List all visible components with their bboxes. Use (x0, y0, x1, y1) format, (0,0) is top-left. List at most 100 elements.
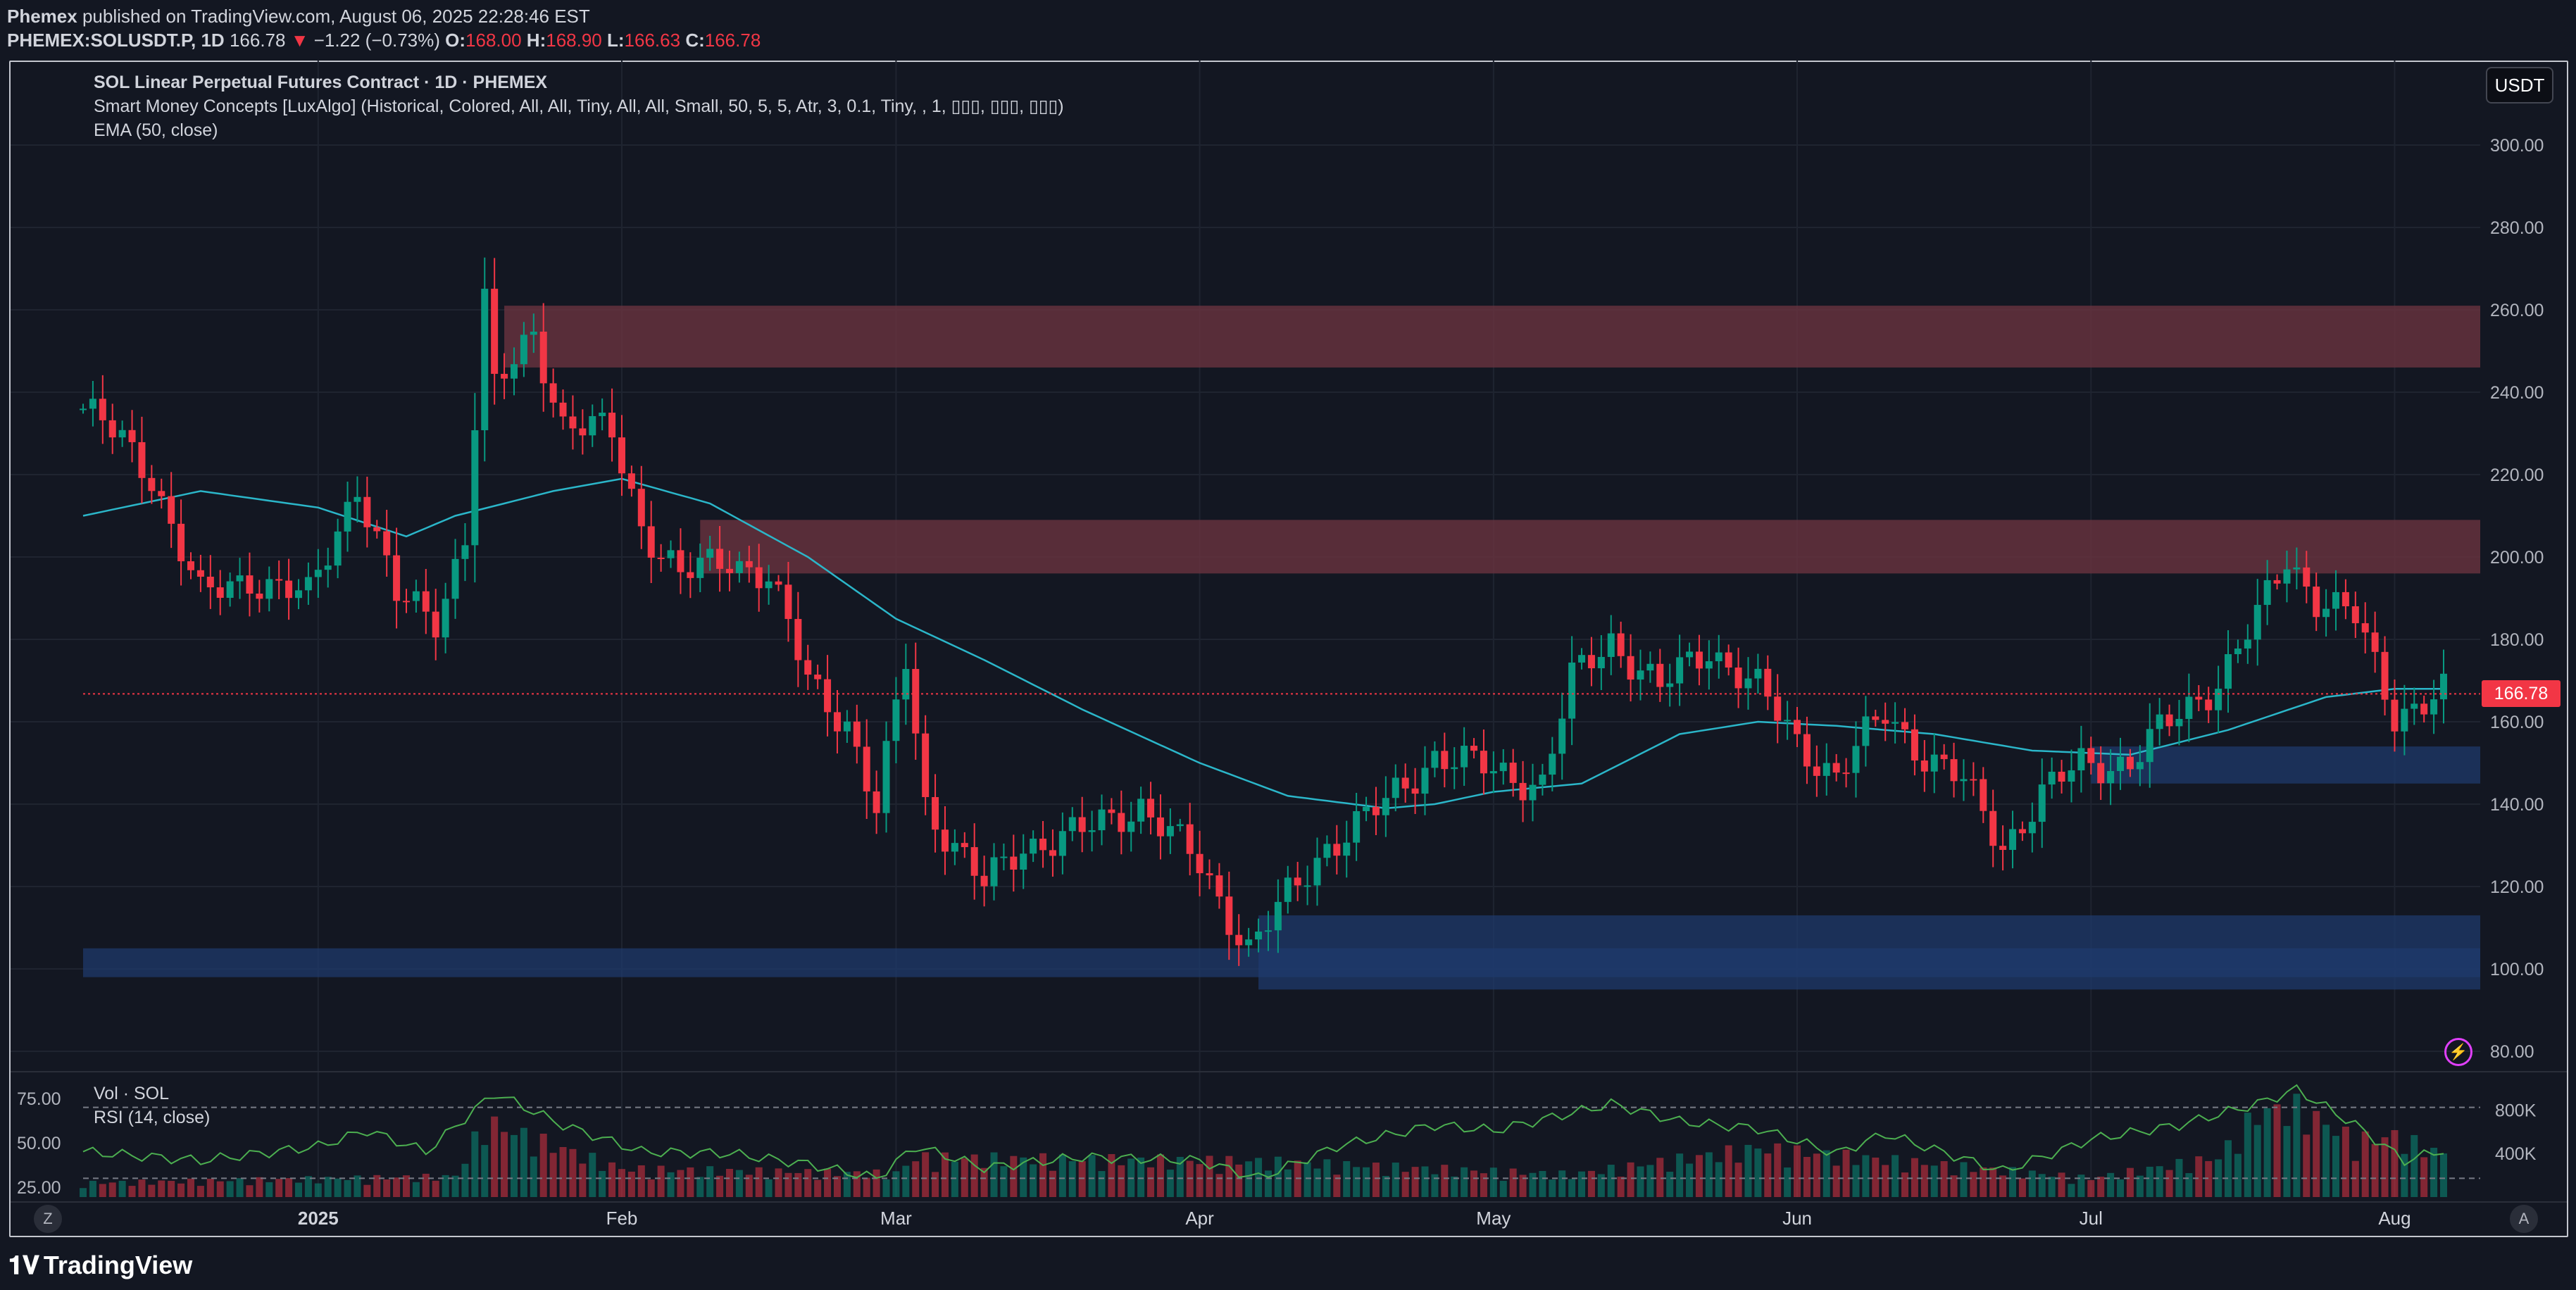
candle-body (2136, 762, 2144, 770)
lightning-icon[interactable]: ⚡ (2444, 1038, 2472, 1066)
y-tick-label: 200.00 (2490, 548, 2544, 568)
candle-body (1049, 850, 1056, 856)
y-tick-label: 300.00 (2490, 136, 2544, 156)
volume-bar (1382, 1176, 1389, 1197)
candle-body (265, 579, 273, 599)
volume-bar (1852, 1165, 1860, 1197)
close-label: C: (685, 30, 705, 51)
candle-body (363, 496, 371, 527)
candle-body (1333, 844, 1341, 856)
candle-body (1656, 663, 1664, 687)
candle-body (1980, 779, 1987, 811)
volume-bar (2097, 1177, 2105, 1197)
candle-body (1431, 751, 1439, 768)
volume-bar (1901, 1172, 1909, 1197)
volume-bar (2215, 1159, 2222, 1197)
candle-body (980, 875, 988, 887)
volume-bar (2146, 1166, 2153, 1197)
candle-body (138, 442, 146, 478)
y-tick-label: 100.00 (2490, 960, 2544, 979)
candle-body (1754, 668, 1762, 679)
price-change: −1.22 (−0.73%) (313, 30, 440, 51)
volume-bar (1882, 1165, 1889, 1197)
volume-bar (2411, 1134, 2418, 1197)
volume-bar (2263, 1108, 2271, 1197)
symbol-line: PHEMEX:SOLUSDT.P, 1D 166.78 ▼ −1.22 (−0.… (7, 28, 2542, 52)
volume-bar (1010, 1156, 1018, 1197)
volume-bar (2018, 1178, 2026, 1197)
volume-bar (1078, 1161, 1086, 1197)
candle-body (833, 712, 841, 732)
chart-header: Phemex published on TradingView.com, Aug… (7, 4, 2542, 52)
candle-body (1372, 806, 1380, 815)
auto-scale-z-button[interactable]: Z (34, 1205, 62, 1233)
candle-body (637, 489, 645, 527)
volume-bar (725, 1169, 733, 1197)
volume-bar (285, 1178, 293, 1197)
candle-body (1597, 656, 1605, 669)
candle-body (2253, 605, 2261, 640)
candle-body (873, 791, 880, 813)
candle-body (1803, 734, 1811, 767)
candle-body (216, 587, 224, 599)
candle-body (863, 746, 870, 791)
legend-smc[interactable]: Smart Money Concepts [LuxAlgo] (Historic… (94, 96, 1064, 116)
y-tick-label: 240.00 (2490, 383, 2544, 403)
volume-bar (1587, 1170, 1595, 1197)
legend-title[interactable]: SOL Linear Perpetual Futures Contract · … (94, 73, 548, 92)
candle-body (1353, 811, 1361, 843)
candle-body (1872, 716, 1880, 720)
volume-bar (2136, 1175, 2144, 1197)
legend-rsi[interactable]: RSI (14, close) (94, 1108, 211, 1127)
legend-volume[interactable]: Vol · SOL (94, 1084, 169, 1103)
volume-tick-label: 800K (2495, 1101, 2537, 1120)
tradingview-logo: 𝟏𝐕 TradingView (8, 1249, 192, 1282)
legend-ema[interactable]: EMA (50, close) (94, 120, 218, 140)
volume-bar (804, 1169, 812, 1197)
volume-bar (932, 1172, 939, 1197)
volume-bar (256, 1177, 263, 1197)
candle-body (1401, 777, 1409, 789)
volume-bar (402, 1175, 410, 1197)
publisher-name: Phemex (7, 6, 77, 27)
volume-bar (1166, 1170, 1174, 1197)
candle-body (373, 527, 381, 532)
candle-body (961, 843, 968, 848)
candle-body (1940, 754, 1948, 760)
supply-zone (504, 306, 2480, 368)
candle-body (970, 847, 978, 876)
supply-zone (700, 520, 2480, 574)
y-tick-label: 180.00 (2490, 630, 2544, 650)
candle-body (304, 577, 312, 591)
volume-bar (589, 1153, 596, 1197)
volume-bar (755, 1167, 763, 1197)
volume-bar (1705, 1152, 1713, 1197)
candle-body (89, 399, 96, 409)
candle-body (755, 567, 763, 589)
volume-bar (687, 1167, 694, 1197)
volume-bar (1058, 1154, 1066, 1197)
volume-bar (1313, 1168, 1321, 1197)
volume-bar (442, 1175, 449, 1197)
volume-bar (412, 1182, 420, 1197)
candle-body (148, 477, 156, 491)
volume-bar (892, 1171, 900, 1197)
auto-scale-a-button[interactable]: A (2510, 1205, 2538, 1233)
volume-bar (1637, 1166, 1644, 1197)
volume-bar (1401, 1172, 1409, 1197)
candle-body (667, 550, 675, 558)
volume-bar (775, 1168, 782, 1197)
candle-body (1235, 934, 1243, 946)
candle-body (804, 660, 812, 675)
volume-bar (1940, 1161, 1948, 1197)
candle-body (236, 575, 244, 582)
volume-tick-label: 400K (2495, 1144, 2537, 1164)
candle-body (824, 679, 832, 713)
candle-body (2117, 756, 2125, 771)
volume-bar (168, 1181, 175, 1197)
candle-body (1960, 779, 1968, 782)
candle-body (1695, 651, 1703, 669)
volume-bar (520, 1127, 527, 1197)
currency-button[interactable]: USDT (2486, 67, 2553, 104)
